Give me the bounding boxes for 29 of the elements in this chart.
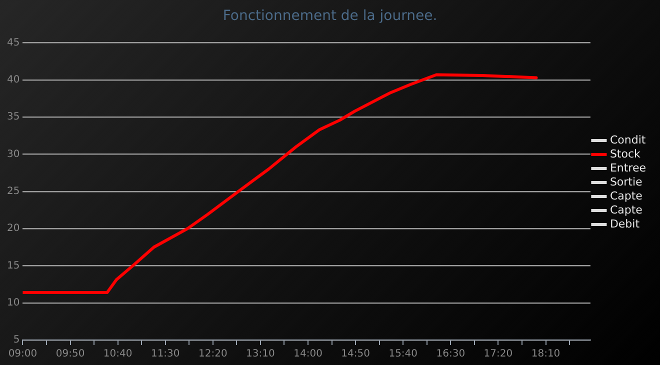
y-tick-label: 40: [6, 74, 20, 86]
y-tick-label: 30: [6, 148, 20, 160]
x-tick-label: 17:20: [484, 348, 513, 360]
legend-label: Debit: [610, 217, 640, 230]
y-tick-label: 45: [6, 37, 20, 48]
chart-title: Fonctionnement de la journee.: [222, 8, 438, 24]
legend-label: Condit: [610, 133, 646, 146]
x-tick-label: 13:10: [246, 348, 275, 360]
x-tick-label: 09:00: [8, 348, 38, 360]
y-tick-label: 5: [13, 334, 20, 346]
y-tick-label: 35: [6, 112, 20, 123]
legend-label: Sortie: [610, 175, 643, 188]
x-tick-label: 18:10: [531, 348, 560, 360]
x-tick-label: 09:50: [56, 348, 85, 360]
legend-label: Entree: [610, 161, 646, 174]
x-tick-label: 12:20: [198, 348, 228, 360]
legend-label: Capte: [610, 189, 643, 202]
x-tick-label: 15:40: [388, 348, 418, 360]
x-tick-label: 11:30: [150, 348, 180, 360]
y-tick-label: 10: [6, 297, 20, 308]
y-tick-label: 25: [6, 186, 20, 197]
x-tick-label: 16:30: [436, 348, 466, 360]
x-tick-label: 14:50: [341, 348, 370, 360]
y-tick-label: 15: [6, 260, 20, 272]
x-tick-label: 10:40: [103, 348, 132, 360]
legend-label: Capte: [610, 203, 643, 216]
x-tick-label: 14:00: [294, 348, 322, 360]
legend-label: Stock: [610, 147, 642, 160]
y-tick-label: 20: [6, 223, 20, 234]
